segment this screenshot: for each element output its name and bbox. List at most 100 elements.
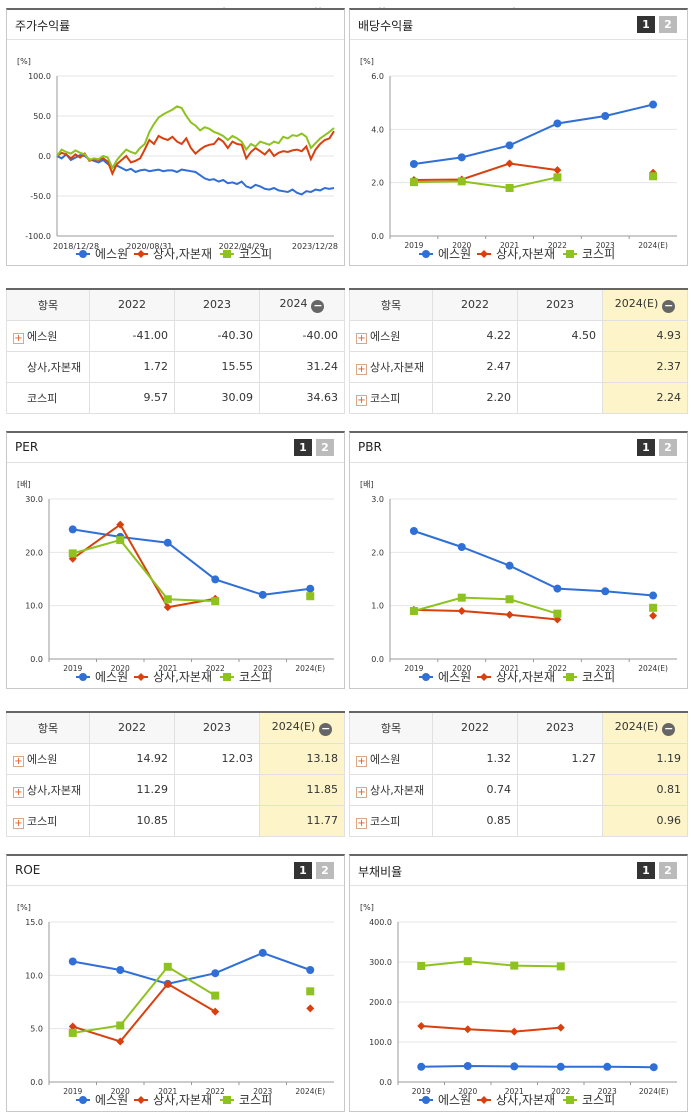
legend-marker	[223, 673, 231, 681]
row-name-cell: + 코스피	[6, 804, 90, 837]
expand-icon[interactable]: +	[13, 817, 24, 829]
legend-label: 에스원	[438, 1093, 471, 1107]
column-header: 항목	[349, 711, 433, 744]
data-point	[258, 590, 267, 599]
expand-icon[interactable]: +	[356, 394, 367, 406]
expand-icon[interactable]: +	[13, 332, 24, 344]
panel-title: 주가수익률	[15, 19, 71, 33]
data-point	[417, 1062, 426, 1071]
page-2-button[interactable]: 2	[659, 439, 677, 456]
page-1-button[interactable]: 1	[637, 439, 655, 456]
panel-title: ROE	[15, 863, 41, 877]
expand-icon[interactable]: +	[13, 786, 24, 798]
table-row: + 코스피 10.85 11.77	[6, 804, 346, 837]
expand-icon[interactable]: +	[356, 786, 367, 798]
row-name-label: 상사,자본재	[370, 783, 425, 797]
y-tick-label: 2.0	[371, 179, 384, 188]
column-header-label: 2024(E)	[271, 719, 316, 733]
page-2-button[interactable]: 2	[316, 862, 334, 879]
page-1-button[interactable]: 1	[294, 862, 312, 879]
y-tick-label: 0.0	[30, 1078, 43, 1087]
series-line	[72, 523, 216, 609]
value-cell	[516, 350, 603, 383]
expand-icon[interactable]: +	[356, 363, 367, 375]
legend-marker	[223, 1096, 231, 1104]
data-point	[163, 595, 172, 604]
stock-return-table: 항목 2022 2023 2024− + 에스원 -41.00 -40.30 -40.00 상사,…	[6, 288, 346, 414]
value-cell: 2.37	[601, 350, 689, 383]
table-row: 코스피 9.57 30.09 34.63	[6, 381, 346, 414]
collapse-icon[interactable]: −	[319, 721, 333, 736]
value-cell: -40.00	[258, 319, 346, 352]
data-point	[163, 979, 172, 988]
table-row: + 상사,자본재 0.74 0.81	[349, 773, 689, 806]
data-point	[163, 538, 172, 547]
page-1-button[interactable]: 1	[637, 16, 655, 33]
data-point	[211, 575, 220, 584]
table-header-row: 항목 2022 2023 2024(E) −	[6, 711, 346, 744]
collapse-icon[interactable]: −	[662, 721, 676, 736]
panel-title: 배당수익률	[358, 19, 414, 33]
value-cell: 1.19	[601, 742, 689, 775]
expand-icon[interactable]: +	[13, 755, 24, 767]
page-1-button[interactable]: 1	[637, 862, 655, 879]
page-1-button[interactable]: 1	[294, 439, 312, 456]
collapse-icon[interactable]: −	[311, 298, 325, 313]
data-point	[553, 173, 562, 182]
data-point	[553, 584, 562, 593]
collapse-icon[interactable]: −	[662, 298, 676, 313]
row-name-label: 상사,자본재	[370, 360, 425, 374]
data-point	[649, 611, 658, 620]
legend-label: 상사,자본재	[153, 670, 212, 684]
row-name-cell: + 에스원	[6, 742, 90, 775]
x-tick-label: 2021	[505, 1087, 524, 1096]
table-row: + 코스피 2.20 2.24	[349, 381, 689, 414]
data-point	[553, 609, 562, 618]
page-2-button[interactable]: 2	[659, 862, 677, 879]
column-header: 2022	[431, 711, 518, 744]
data-point	[163, 962, 172, 971]
legend-label: 상사,자본재	[496, 247, 555, 261]
legend-marker	[79, 250, 87, 258]
legend-label: 코스피	[582, 1093, 615, 1107]
y-tick-label: 0.0	[30, 655, 43, 664]
expand-icon[interactable]: +	[356, 817, 367, 829]
x-tick-label: 2019	[404, 241, 423, 250]
legend-label: 에스원	[438, 670, 471, 684]
data-point	[211, 597, 220, 606]
legend-marker	[422, 1096, 430, 1104]
column-header: 2024(E) −	[601, 711, 689, 744]
value-cell: 4.22	[431, 319, 518, 352]
data-point	[306, 966, 315, 974]
column-header-label: 2022	[460, 721, 489, 735]
series-line	[56, 105, 335, 171]
page-2-button[interactable]: 2	[659, 16, 677, 33]
y-tick-label: 300.0	[369, 958, 392, 967]
legend-label: 상사,자본재	[496, 670, 555, 684]
legend-marker	[566, 673, 574, 681]
legend-label: 상사,자본재	[153, 1093, 212, 1107]
x-tick-label: 2021	[158, 1087, 177, 1096]
expand-icon[interactable]: +	[356, 332, 367, 344]
value-cell: 12.03	[173, 742, 260, 775]
value-cell: 11.85	[258, 773, 346, 806]
data-point	[510, 961, 519, 970]
value-cell	[516, 381, 603, 414]
series-line	[421, 1025, 561, 1033]
data-point	[68, 957, 77, 966]
row-name-label: 상사,자본재	[27, 360, 82, 374]
legend-marker	[422, 673, 430, 681]
column-header: 2024(E) −	[601, 288, 689, 321]
x-tick-label: 2022/04/29	[219, 242, 265, 251]
y-tick-label: 0.0	[379, 1078, 392, 1087]
column-header: 2024−	[258, 288, 346, 321]
legend-label: 코스피	[582, 247, 615, 261]
data-point	[116, 536, 125, 545]
expand-icon[interactable]: +	[356, 755, 367, 767]
series-line	[72, 982, 216, 1043]
page-2-button[interactable]: 2	[316, 439, 334, 456]
dividend-yield-chart: [%] 6.0 4.0 2.0 0.0 2019 2020 2021 2022 2023 2024(…	[360, 57, 677, 261]
row-name-label: 에스원	[27, 329, 58, 343]
